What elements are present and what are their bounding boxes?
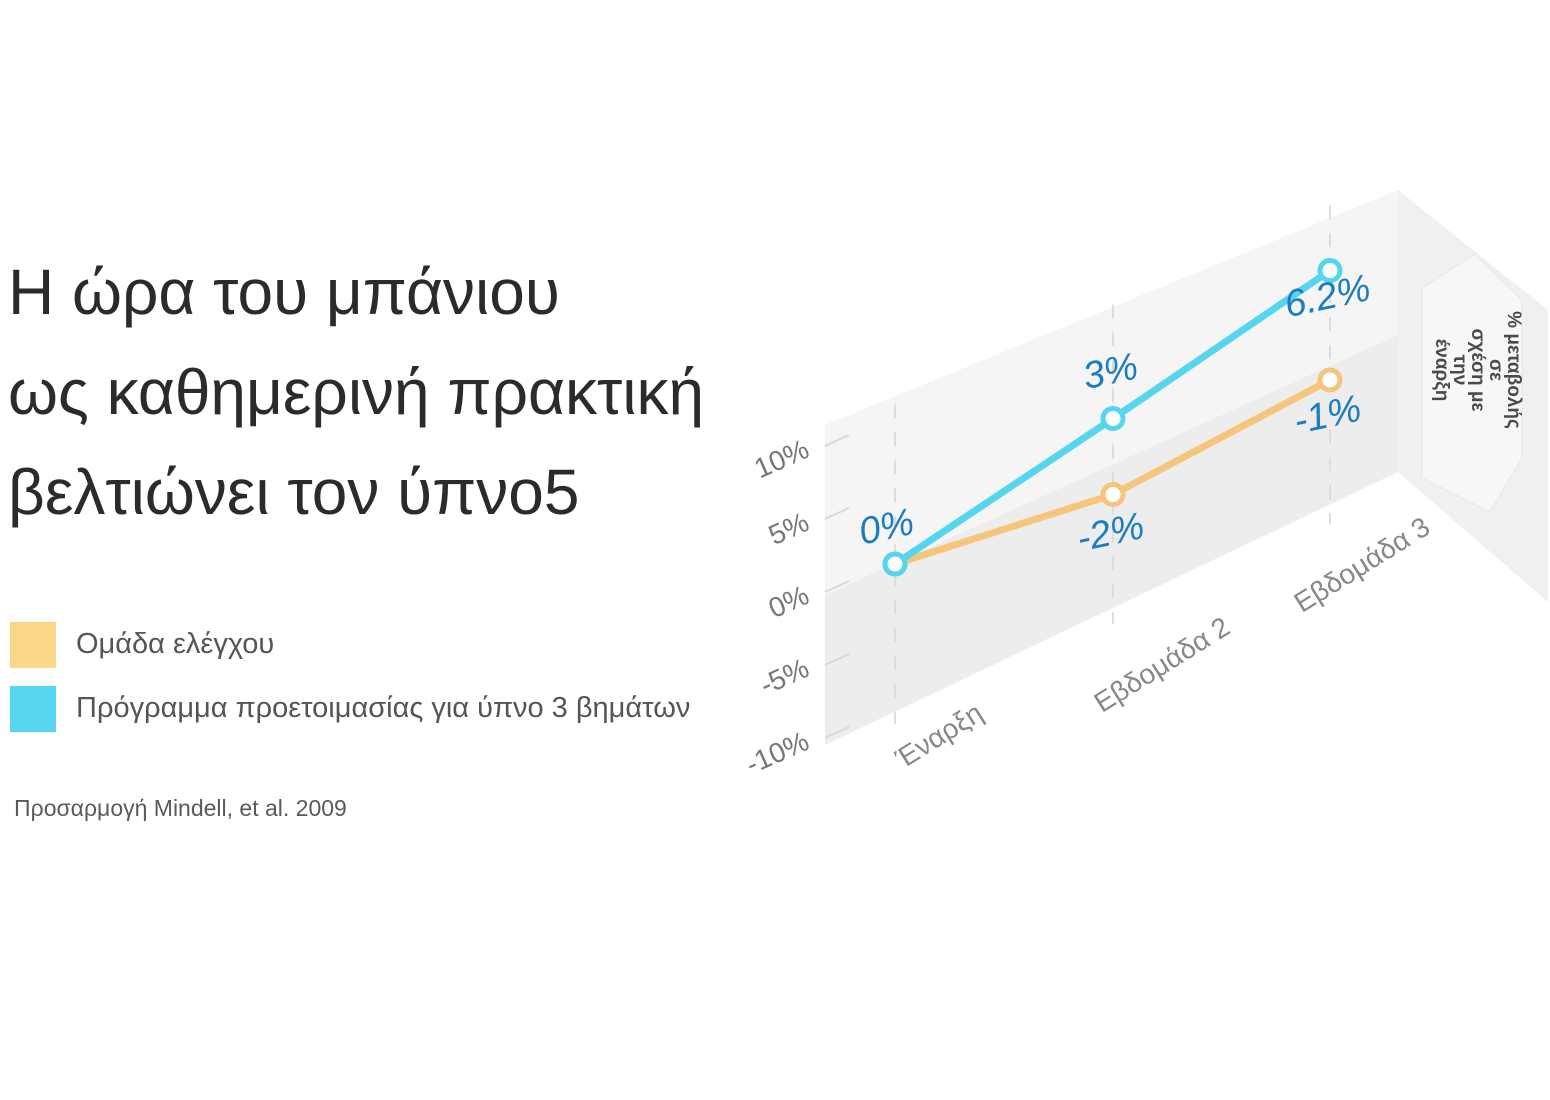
- legend-item-sleep-program: Πρόγραμμα προετοιμασίας για ύπνο 3 βημάτ…: [10, 686, 750, 734]
- y-axis-title-line-4: έναρξη: [1431, 339, 1452, 402]
- y-tick-mark-10: [824, 434, 850, 447]
- y-axis-title: % μεταβολήςσεσχέση μετηνέναρξη: [1431, 311, 1524, 429]
- y-tick-label-5: 5%: [764, 506, 814, 551]
- legend-label-sleep-program: Πρόγραμμα προετοιμασίας για ύπνο 3 βημάτ…: [76, 692, 691, 724]
- y-axis-title-text: % μεταβολήςσεσχέση μετηνέναρξη: [1431, 311, 1524, 429]
- y-tick-label-10: 10%: [750, 433, 814, 484]
- y-tick-label-10: -10%: [741, 725, 813, 780]
- headline: Η ώρα του μπάνιου ως καθημερινή πρακτική…: [8, 242, 848, 542]
- series-point-1-0: [882, 551, 908, 577]
- legend-item-control-group: Ομάδα ελέγχου: [10, 622, 750, 670]
- series-point-1-2: [1317, 258, 1343, 284]
- y-tick-mark-0: [824, 580, 850, 593]
- y-tick-mark-5: [824, 653, 850, 666]
- y-axis-title-line-3: την: [1449, 355, 1470, 386]
- chart-walls: [825, 190, 1548, 745]
- y-tick-mark-10: [824, 726, 850, 739]
- legend-label-control-group: Ομάδα ελέγχου: [76, 628, 275, 660]
- legend-swatch-control-group: [10, 622, 56, 668]
- source-note: Προσαρμογή Mindell, et al. 2009: [14, 795, 347, 821]
- legend-swatch-sleep-program: [10, 686, 56, 732]
- headline-line-1: Η ώρα του μπάνιου: [8, 256, 560, 328]
- y-tick-mark-5: [824, 507, 850, 520]
- x-tick-label-v: Έναρξη: [889, 697, 988, 775]
- y-axis-title-badge: [1421, 253, 1523, 513]
- x-tick-label-2: Εβδομάδα 2: [1089, 611, 1236, 719]
- headline-line-3: βελτιώνει τον ύπνο5: [8, 456, 580, 528]
- series-points: [882, 258, 1343, 577]
- y-axis-title-line-0: % μεταβολής: [1503, 311, 1524, 429]
- back-wall-lower-band: [825, 335, 1398, 745]
- chart-grid: [894, 205, 1331, 724]
- x-tick-label-3: Εβδομάδα 3: [1289, 511, 1436, 619]
- y-tick-label-0: 0%: [764, 579, 814, 624]
- series-point-0-2: [1317, 367, 1343, 393]
- y-tick-label-5: -5%: [755, 652, 813, 701]
- series-point-1-1: [1100, 406, 1126, 432]
- y-axis-title-line-1: σε: [1485, 359, 1506, 381]
- headline-line-2: ως καθημερινή πρακτική: [8, 356, 705, 428]
- series-point-0-1: [1100, 482, 1126, 508]
- y-axis-title-line-2: σχέση με: [1467, 328, 1488, 411]
